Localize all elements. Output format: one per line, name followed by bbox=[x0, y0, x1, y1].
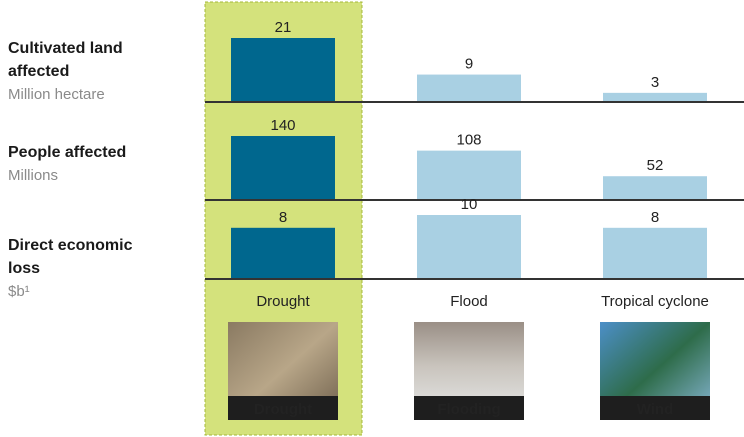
image-caption: Flooding bbox=[437, 401, 500, 418]
caption-box bbox=[600, 396, 710, 420]
row-title: People affected bbox=[8, 144, 127, 161]
bar bbox=[417, 150, 521, 200]
row-label: Cultivated land affected Million hectare bbox=[8, 37, 168, 106]
value-label: 8 bbox=[651, 209, 659, 226]
value-label: 108 bbox=[456, 132, 481, 149]
value-label: 10 bbox=[461, 196, 478, 213]
row-title: Cultivated land affected bbox=[8, 40, 123, 80]
value-label: 3 bbox=[651, 74, 659, 91]
value-label: 21 bbox=[275, 19, 292, 36]
bar bbox=[603, 227, 707, 279]
bar bbox=[417, 215, 521, 279]
x-tick-label: Flood bbox=[450, 293, 488, 310]
row-title: Direct economic loss bbox=[8, 237, 133, 277]
value-label: 52 bbox=[647, 157, 664, 174]
caption-box bbox=[414, 396, 524, 420]
row-subtitle: Millions bbox=[8, 167, 59, 184]
bar bbox=[417, 74, 521, 102]
image-caption: Drought bbox=[254, 401, 312, 418]
bar bbox=[231, 136, 335, 200]
bar bbox=[231, 227, 335, 279]
bar bbox=[231, 38, 335, 102]
x-tick-label: Tropical cyclone bbox=[601, 293, 709, 310]
row-subtitle: $b¹ bbox=[8, 283, 30, 300]
bar bbox=[603, 176, 707, 200]
row-label: Direct economic loss $b¹ bbox=[8, 234, 136, 303]
value-label: 9 bbox=[465, 56, 473, 73]
bar bbox=[603, 92, 707, 102]
image-caption: Wind bbox=[637, 401, 674, 418]
row-label: People affected Millions bbox=[8, 141, 168, 187]
row-subtitle: Million hectare bbox=[8, 86, 105, 103]
x-tick-label: Drought bbox=[256, 293, 310, 310]
value-label: 8 bbox=[279, 209, 287, 226]
value-label: 140 bbox=[270, 117, 295, 134]
caption-box bbox=[228, 396, 338, 420]
